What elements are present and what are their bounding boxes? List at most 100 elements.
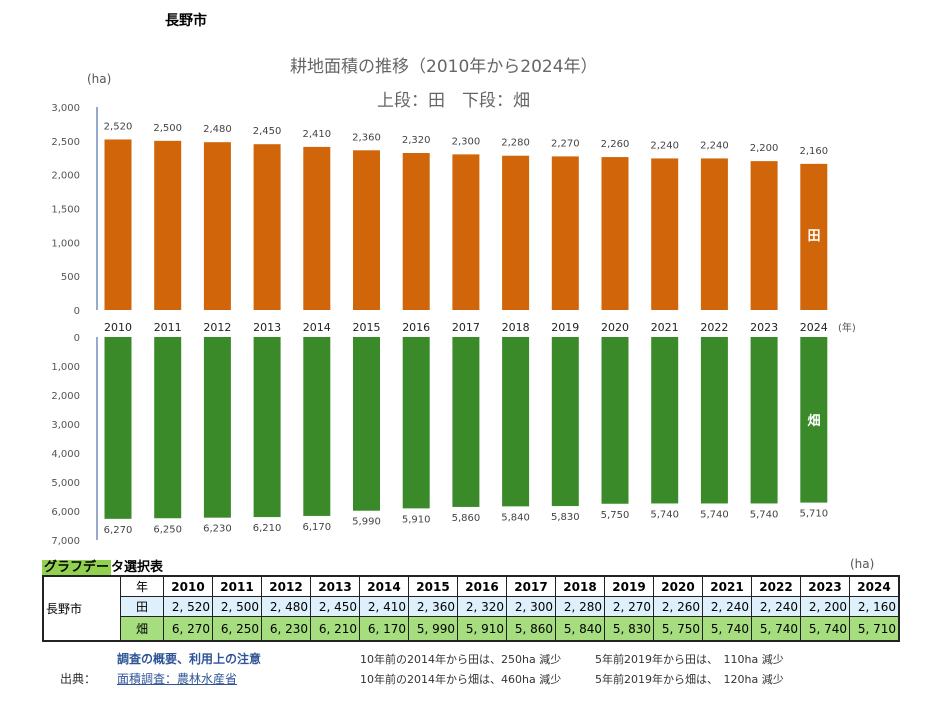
- field-data-label: 5,990: [352, 517, 381, 528]
- x-tick-label: 2010: [104, 321, 132, 334]
- upper-y-tick: 0: [74, 306, 80, 317]
- lower-y-tick: 1,000: [51, 362, 80, 373]
- rice-data-label: 2,300: [452, 136, 481, 147]
- table-cell-field: 6, 170: [359, 616, 409, 642]
- note-rice-5y: 5年前2019年から田は、 110ha 減少: [595, 653, 784, 666]
- x-tick-label: 2017: [452, 321, 480, 334]
- rice-bar: [651, 158, 679, 310]
- x-tick-label: 2015: [353, 321, 381, 334]
- table-cell-field: 5, 740: [702, 616, 752, 642]
- upper-y-tick: 500: [61, 272, 80, 283]
- table-cell-field: 5, 840: [555, 616, 605, 642]
- rice-bar: [700, 158, 728, 310]
- table-cell-rice: 2, 300: [506, 596, 556, 617]
- rice-bar: [502, 155, 530, 310]
- notes-link[interactable]: 調査の概要、利用上の注意: [117, 652, 262, 666]
- table-cell-rice: 2, 280: [555, 596, 605, 617]
- table-cell-years: 2020: [653, 575, 703, 597]
- rice-data-label: 2,240: [700, 140, 729, 151]
- rice-data-label: 2,450: [253, 126, 282, 137]
- rice-bar: [402, 153, 430, 310]
- rice-data-label: 2,520: [104, 121, 133, 132]
- table-cell-rice: 2, 200: [800, 596, 850, 617]
- field-bar: [104, 337, 132, 519]
- rice-bar: [750, 161, 778, 310]
- field-bar: [750, 337, 778, 504]
- field-bar: [154, 337, 182, 519]
- table-row-field: 畑 6, 270 6, 250 6, 230 6, 210 6, 170 5, 990 5, …: [43, 616, 900, 642]
- table-cell-field: 6, 270: [163, 616, 213, 642]
- x-tick-label: 2011: [154, 321, 182, 334]
- table-cell-rice: 2, 320: [457, 596, 507, 617]
- chart-title: 耕地面積の推移（2010年から2024年）: [290, 57, 598, 77]
- rice-data-label: 2,360: [352, 132, 381, 143]
- table-cell-field: 6, 210: [310, 616, 360, 642]
- field-bar: [353, 337, 380, 511]
- field-bar: [253, 337, 281, 518]
- x-tick-label: 2024: [800, 321, 828, 334]
- lower-y-tick: 0: [74, 333, 80, 344]
- source-link[interactable]: 面積調査：農林水産省: [117, 672, 238, 686]
- data-table: 長野市年 2010 2011 2012 2013 2014 2015 2016 2017 2018…: [42, 575, 900, 642]
- year-label: 年: [120, 575, 164, 597]
- table-cell-rice: 2, 260: [653, 596, 703, 617]
- field-data-label: 6,250: [153, 524, 182, 535]
- x-tick-label: 2022: [700, 321, 728, 334]
- field-data-label: 6,270: [104, 525, 133, 536]
- x-tick-label: 2013: [253, 321, 281, 334]
- field-bar: [402, 337, 430, 509]
- table-cell-years: 2021: [702, 575, 752, 597]
- table-cell-rice: 2, 500: [212, 596, 262, 617]
- lower-y-tick: 3,000: [51, 420, 80, 431]
- city-heading: 長野市: [165, 13, 207, 29]
- lower-y-tick: 5,000: [51, 478, 80, 489]
- rice-data-label: 2,280: [501, 138, 530, 149]
- rice-data-label: 2,240: [650, 140, 679, 151]
- x-tick-label: 2014: [303, 321, 331, 334]
- table-cell-years: 2017: [506, 575, 556, 597]
- lower-y-tick: 4,000: [51, 449, 80, 460]
- field-bar: [800, 337, 828, 503]
- field-label: 畑: [120, 616, 164, 642]
- rice-bar: [353, 150, 380, 310]
- table-cell-years: 2016: [457, 575, 507, 597]
- field-series-label: 畑: [807, 414, 820, 429]
- rice-data-label: 2,160: [799, 146, 828, 157]
- rice-data-label: 2,480: [203, 124, 232, 135]
- rice-bar: [601, 157, 629, 310]
- field-data-label: 6,170: [302, 522, 331, 533]
- field-data-label: 5,740: [650, 509, 679, 520]
- field-data-label: 5,740: [750, 509, 779, 520]
- x-tick-label: 2021: [651, 321, 679, 334]
- table-cell-field: 6, 250: [212, 616, 262, 642]
- rice-bar: [800, 163, 828, 310]
- field-data-label: 5,840: [501, 512, 530, 523]
- rice-bar: [104, 139, 132, 310]
- field-bar: [452, 337, 480, 507]
- table-title-rest: タ選択表: [111, 560, 164, 575]
- table-cell-years: 2014: [359, 575, 409, 597]
- table-cell-years: 2011: [212, 575, 262, 597]
- rice-bar: [452, 154, 480, 310]
- field-data-label: 6,230: [203, 524, 232, 535]
- table-cell-field: 5, 710: [849, 616, 900, 642]
- table-cell-years: 2010: [163, 575, 213, 597]
- rice-data-label: 2,270: [551, 138, 580, 149]
- field-bar: [651, 337, 679, 504]
- table-cell-field: 5, 910: [457, 616, 507, 642]
- field-data-label: 5,740: [700, 509, 729, 520]
- table-cell-years: 2015: [408, 575, 458, 597]
- x-tick-label: 2023: [750, 321, 778, 334]
- upper-y-tick: 1,000: [51, 238, 80, 249]
- field-bar: [700, 337, 728, 504]
- field-bar: [502, 337, 530, 507]
- lower-y-tick: 2,000: [51, 391, 80, 402]
- rice-data-label: 2,410: [302, 129, 331, 140]
- field-data-label: 5,860: [452, 513, 481, 524]
- table-cell-rice: 2, 450: [310, 596, 360, 617]
- table-cell-years: 2022: [751, 575, 801, 597]
- field-data-label: 5,830: [551, 512, 580, 523]
- upper-y-tick: 1,500: [51, 205, 80, 216]
- x-tick-label: 2018: [502, 321, 530, 334]
